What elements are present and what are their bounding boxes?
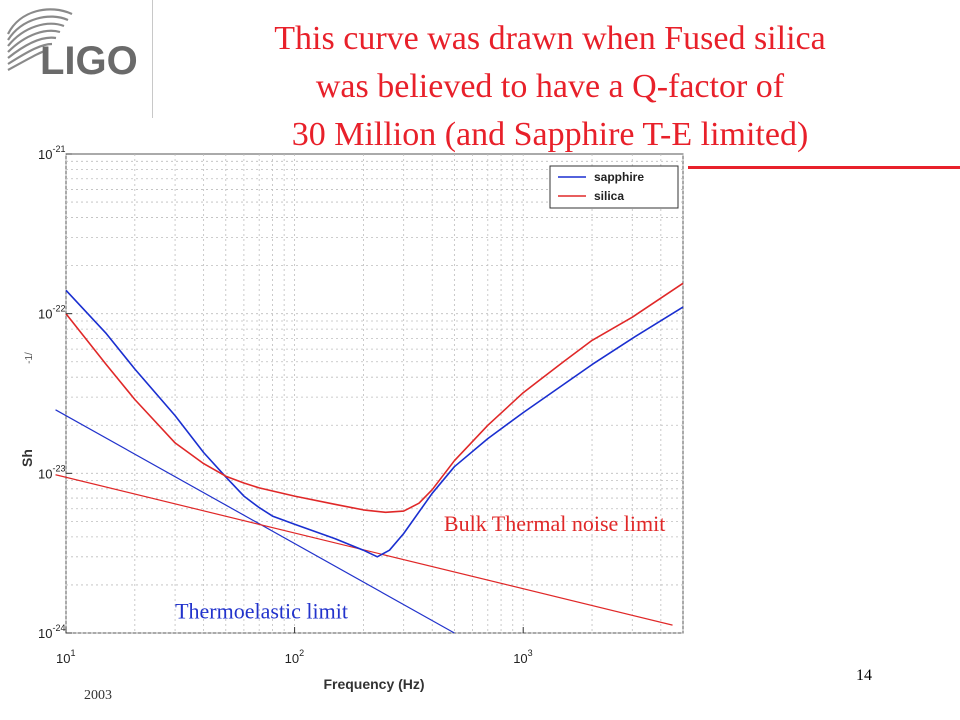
- reference-line-thermoelastic: [55, 409, 455, 634]
- y-tick-exponent: -21: [52, 144, 65, 154]
- y-axis-label: Sh: [19, 449, 35, 467]
- x-tick-label: 101: [56, 648, 75, 666]
- thermoelastic-limit-label: Thermoelastic limit: [175, 599, 348, 624]
- plot-area: [65, 153, 684, 634]
- series-line-silica: [65, 282, 684, 514]
- logo-text: LIGO: [40, 39, 138, 83]
- title-line-1: This curve was drawn when Fused silica: [274, 20, 826, 57]
- legend-label-sapphire: sapphire: [594, 170, 644, 184]
- logo-swirl-icon: [7, 8, 73, 71]
- y-tick-exponent: -22: [52, 304, 65, 314]
- x-tick-exponent: 1: [70, 648, 75, 658]
- y-tick-label: 10-24: [38, 623, 65, 641]
- legend-box: [549, 165, 679, 209]
- series-line-sapphire: [65, 289, 684, 558]
- y-tick-exponent: -23: [52, 463, 65, 473]
- x-axis-label: Frequency (Hz): [323, 676, 424, 692]
- data-series: [65, 282, 684, 558]
- title-line-2: was believed to have a Q-factor of: [315, 68, 785, 105]
- y-tick-label: 10-23: [38, 463, 65, 481]
- legend: sapphire silica: [549, 165, 679, 209]
- title-underline: [688, 166, 960, 169]
- title-line-3: 30 Million (and Sapphire T-E limited): [291, 116, 809, 153]
- slide-number: 14: [856, 667, 872, 684]
- y-tick-exponent: -24: [52, 623, 65, 633]
- x-tick-label: 103: [513, 648, 532, 666]
- footer-year: 2003: [84, 688, 112, 703]
- y-axis-label-extra: -1/: [24, 352, 35, 364]
- y-tick-label: 10-22: [38, 304, 65, 322]
- x-tick-label: 102: [285, 648, 304, 666]
- x-tick-exponent: 3: [528, 648, 533, 658]
- bulk-thermal-noise-limit-label: Bulk Thermal noise limit: [444, 511, 665, 536]
- x-tick-exponent: 2: [299, 648, 304, 658]
- ligo-logo: LIGO: [7, 0, 153, 118]
- legend-label-silica: silica: [594, 189, 624, 203]
- y-tick-label: 10-21: [38, 144, 65, 162]
